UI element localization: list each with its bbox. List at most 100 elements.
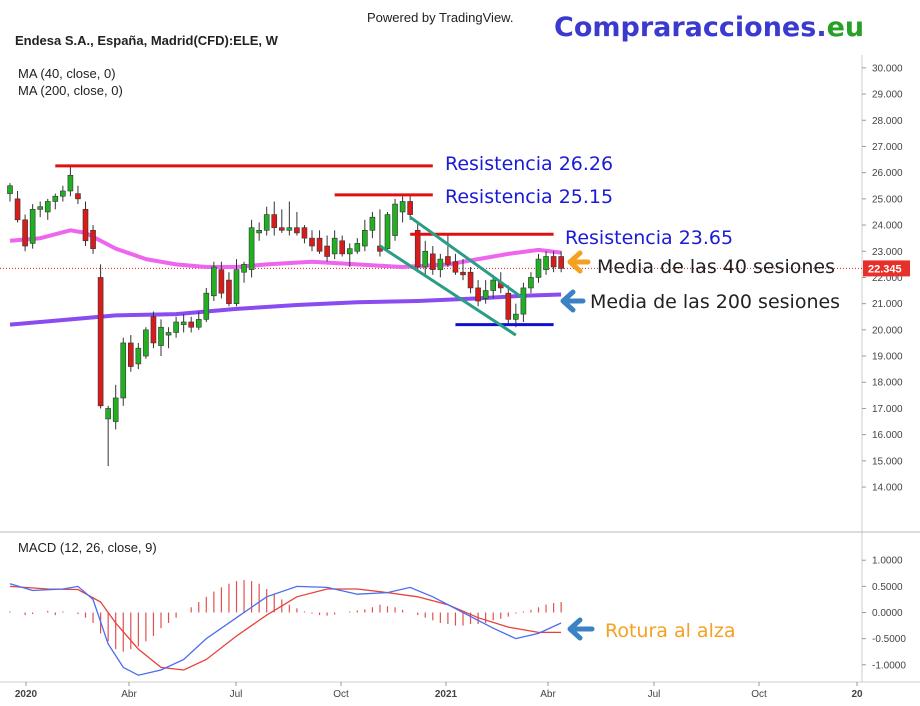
resistance-25-label: Resistencia 25.15 (445, 186, 613, 208)
price-tick-label: 25.000 (872, 194, 903, 205)
resistance-23-label: Resistencia 23.65 (565, 227, 733, 249)
candle-body (105, 408, 111, 420)
price-tick-label: 26.000 (872, 168, 903, 179)
last-price-label: 22.345 (868, 263, 902, 275)
price-tick-label: 28.000 (872, 116, 903, 127)
ma40-label: Media de las 40 sesiones (597, 256, 835, 278)
candle-body (535, 258, 542, 278)
candle-body (528, 277, 534, 289)
macd-pane (9, 580, 562, 676)
candle-body (520, 287, 527, 315)
macd-tick-label: 0.0000 (872, 608, 903, 619)
time-tick-label: Jul (648, 689, 661, 700)
candle-body (550, 256, 557, 268)
symbol-title: Endesa S.A., España, Madrid(CFD):ELE, W (15, 33, 279, 48)
candle-body (490, 279, 497, 291)
candle-body (218, 269, 225, 294)
candle-body (354, 243, 361, 252)
price-tick-label: 16.000 (872, 430, 903, 441)
candle-body (203, 292, 210, 320)
price-tick-label: 17.000 (872, 404, 903, 415)
candle-body (158, 326, 164, 346)
candle-body (241, 264, 247, 273)
ma200-label: Media de las 200 sesiones (590, 291, 840, 313)
candle-body (309, 237, 315, 247)
ma40-arrow-icon (567, 250, 591, 274)
macd-legend: MACD (12, 26, close, 9) (18, 540, 157, 555)
candle-body (407, 201, 413, 215)
price-tick-label: 22.000 (872, 273, 903, 284)
time-tick-label: 20 (851, 689, 863, 700)
candle-body (437, 258, 444, 270)
arrow-head (567, 250, 583, 274)
breakout-arrow-icon (567, 617, 595, 641)
macd-tick-label: -1.0000 (872, 660, 906, 671)
candle-body (422, 250, 429, 268)
candle-body (128, 342, 134, 367)
candle-body (7, 185, 13, 194)
candle-body (362, 229, 368, 247)
candle-body (135, 347, 142, 365)
candle-body (180, 321, 187, 325)
candle-body (112, 397, 119, 422)
candle-body (211, 266, 217, 297)
price-tick-label: 14.000 (872, 483, 903, 494)
ma200-arrow-icon (560, 289, 586, 313)
price-tick-label: 29.000 (872, 90, 903, 101)
candle-body (150, 316, 157, 344)
price-tick-label: 21.000 (872, 299, 903, 310)
candle-body (301, 227, 308, 239)
candle-body (505, 292, 512, 320)
brand-tld: eu (827, 12, 865, 43)
candle-body (482, 290, 489, 299)
candle-body (248, 227, 255, 270)
time-tick-label: Jul (230, 689, 243, 700)
price-tick-label: 15.000 (872, 456, 903, 467)
price-tick-label: 30.000 (872, 63, 903, 74)
brand-logo: Compraracciones.eu (554, 12, 864, 43)
price-tick-label: 23.000 (872, 247, 903, 258)
candle-body (558, 256, 564, 269)
candle-body (324, 245, 330, 257)
candle-body (513, 313, 519, 320)
candle-body (195, 319, 202, 328)
powered-by-text: Powered by TradingView. (367, 10, 513, 25)
time-tick-label: Abr (121, 689, 137, 700)
macd-tick-label: 1.0000 (872, 556, 903, 567)
candle-body (543, 256, 549, 270)
candle-body (256, 229, 262, 234)
candle-body (278, 227, 285, 231)
candle-body (173, 321, 179, 333)
ma200-legend: MA (200, close, 0) (18, 83, 123, 98)
price-tick-label: 24.000 (872, 221, 903, 232)
time-tick-label: Oct (333, 689, 349, 700)
candle-body (90, 229, 96, 249)
resistance-26-label: Resistencia 26.26 (445, 153, 613, 175)
macd-signal-line (9, 585, 562, 671)
candle-body (346, 248, 353, 255)
candle-body (414, 229, 421, 268)
candle-body (452, 261, 459, 273)
candle-body (392, 203, 398, 236)
candle-body (120, 342, 127, 399)
candle-body (286, 227, 293, 231)
candle-body (475, 287, 481, 302)
arrow-head (560, 289, 576, 313)
last-price-badge (863, 260, 910, 277)
candle-body (399, 201, 406, 213)
candle-body (75, 193, 81, 200)
candle-body (331, 237, 338, 255)
time-tick-label: 2021 (435, 689, 458, 700)
candle-body (233, 269, 240, 304)
candle-body (271, 214, 278, 228)
price-tick-label: 19.000 (872, 352, 903, 363)
arrow-head (567, 617, 583, 641)
price-pane (0, 164, 862, 467)
channel-upper-line (409, 215, 525, 300)
candle-body (188, 321, 194, 328)
time-tick-label: 2020 (15, 689, 38, 700)
candle-body (97, 277, 104, 407)
candle-body (37, 206, 44, 210)
macd-tick-label: -0.5000 (872, 634, 906, 645)
